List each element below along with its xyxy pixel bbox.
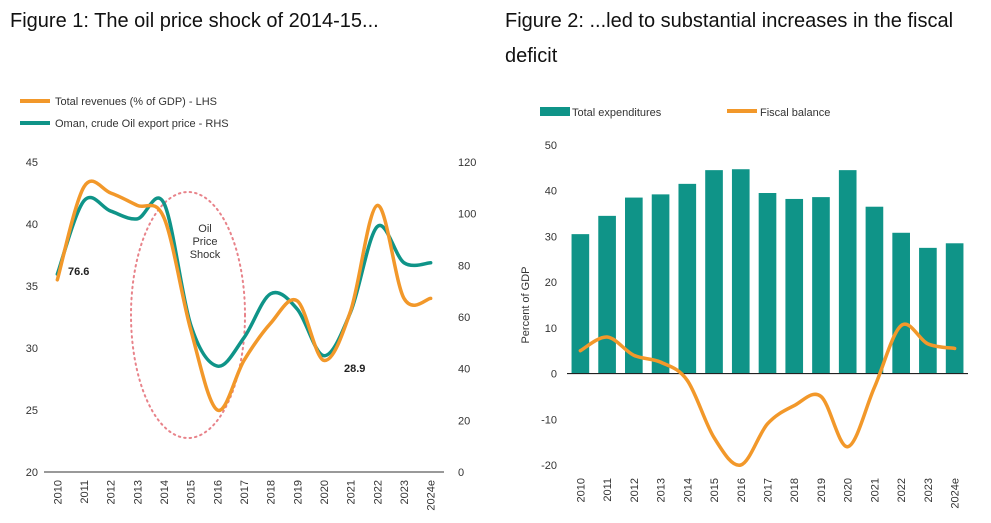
x-axis-tick: 2021	[869, 478, 881, 502]
shock-label-line: Oil	[198, 223, 211, 235]
x-axis-tick: 2015	[709, 478, 721, 502]
x-axis-tick: 2019	[816, 478, 828, 502]
oil-price-line	[55, 195, 433, 368]
expenditure-bar	[812, 197, 830, 374]
x-axis-tick: 2024e	[426, 480, 438, 511]
legend-label-expenditures: Total expenditures	[572, 107, 662, 119]
expenditure-bar	[758, 193, 777, 374]
x-axis-tick: 2023	[923, 478, 935, 502]
x-axis-tick: 2024e	[950, 478, 962, 509]
left-axis-tick: 45	[26, 157, 38, 169]
shock-label-line: Shock	[190, 249, 221, 261]
expenditure-bar	[945, 243, 964, 374]
figure2-title: Figure 2: ...led to substantial increase…	[505, 10, 954, 67]
x-axis-tick: 2018	[789, 478, 801, 502]
x-axis-tick: 2020	[319, 480, 331, 504]
expenditure-bar	[598, 215, 616, 374]
right-axis-tick: 40	[458, 364, 470, 376]
y-axis-tick: 40	[545, 186, 557, 198]
x-axis-tick: 2016	[736, 478, 748, 502]
left-axis-tick: 20	[26, 467, 38, 479]
right-axis-tick: 20	[458, 415, 470, 427]
expenditure-bar	[865, 206, 884, 374]
x-axis-tick: 2016	[212, 480, 224, 504]
data-label-revenue-2020: 28.9	[344, 363, 365, 375]
x-axis-tick: 2022	[896, 478, 908, 502]
x-axis-tick: 2010	[52, 480, 64, 504]
right-axis-tick: 100	[458, 209, 476, 221]
left-axis-tick: 25	[26, 405, 38, 417]
x-axis-tick: 2010	[575, 478, 587, 502]
right-axis-tick: 120	[458, 157, 476, 169]
legend-label-revenues: Total revenues (% of GDP) - LHS	[55, 96, 217, 108]
x-axis-tick: 2014	[159, 480, 171, 504]
expenditure-bar	[731, 169, 750, 374]
legend-label-fiscal-balance: Fiscal balance	[760, 107, 830, 119]
expenditure-bar	[892, 232, 910, 374]
expenditure-bar	[625, 197, 643, 374]
right-axis-tick: 60	[458, 312, 470, 324]
x-axis-tick: 2021	[346, 480, 358, 504]
x-axis-tick: 2022	[372, 480, 384, 504]
data-label-first-price: 76.6	[68, 266, 89, 278]
y-axis-label: Percent of GDP	[520, 266, 532, 343]
x-axis-tick: 2013	[132, 480, 144, 504]
expenditure-bar	[785, 198, 804, 374]
x-axis-tick: 2011	[79, 480, 91, 504]
x-axis-tick: 2018	[266, 480, 278, 504]
x-axis-tick: 2011	[602, 478, 614, 502]
x-axis-tick: 2019	[292, 480, 304, 504]
x-axis-tick: 2013	[656, 478, 668, 502]
x-axis-tick: 2017	[239, 480, 251, 504]
left-axis-tick: 35	[26, 281, 38, 293]
y-axis-tick: -20	[541, 460, 557, 472]
expenditure-bar	[678, 183, 697, 374]
y-axis-tick: 10	[545, 323, 557, 335]
left-axis-tick: 30	[26, 343, 38, 355]
x-axis-tick: 2014	[682, 478, 694, 502]
fiscal-balance-line	[578, 322, 957, 467]
expenditure-bar	[571, 234, 590, 374]
expenditure-bar	[705, 170, 723, 374]
x-axis-tick: 2015	[186, 480, 198, 504]
y-axis-tick: 20	[545, 277, 557, 289]
revenues-line	[55, 179, 433, 412]
left-axis-tick: 40	[26, 219, 38, 231]
y-axis-tick: 30	[545, 231, 557, 243]
figure1-title: Figure 1: The oil price shock of 2014-15…	[10, 10, 379, 32]
y-axis-tick: -10	[541, 414, 557, 426]
x-axis-tick: 2023	[399, 480, 411, 504]
y-axis-tick: 0	[551, 369, 557, 381]
legend-swatch-expenditures	[540, 107, 570, 116]
x-axis-tick: 2017	[763, 478, 775, 502]
expenditure-bar	[651, 194, 670, 374]
legend-label-oil-price: Oman, crude Oil export price - RHS	[55, 118, 229, 130]
x-axis-tick: 2012	[106, 480, 118, 504]
oil-price-shock-ellipse	[130, 191, 246, 439]
expenditure-bar	[919, 247, 937, 374]
right-axis-tick: 0	[458, 467, 464, 479]
y-axis-tick: 50	[545, 140, 557, 152]
x-axis-tick: 2012	[629, 478, 641, 502]
expenditure-bar	[838, 170, 857, 374]
figure1-chart: Total revenues (% of GDP) - LHS Oman, cru…	[20, 96, 476, 511]
shock-label-line: Price	[192, 236, 217, 248]
x-axis-tick: 2020	[843, 478, 855, 502]
right-axis-tick: 80	[458, 260, 470, 272]
